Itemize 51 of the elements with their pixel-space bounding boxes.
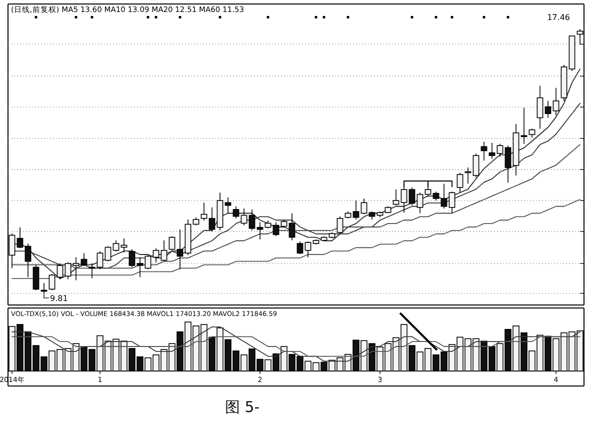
candlestick	[296, 241, 304, 255]
candlestick	[96, 250, 104, 270]
candlestick	[360, 198, 368, 215]
candlestick	[304, 241, 312, 258]
candlestick	[472, 153, 480, 178]
candlestick	[352, 200, 360, 220]
candlestick	[488, 142, 496, 160]
candlestick	[16, 226, 24, 249]
caption: 图 5-	[225, 398, 260, 416]
candlestick	[496, 143, 504, 157]
candlestick	[168, 236, 176, 251]
candlestick	[456, 172, 464, 194]
candlestick	[32, 264, 40, 291]
candlestick	[272, 222, 280, 237]
candlestick	[200, 202, 208, 221]
candlestick	[480, 141, 488, 162]
candlestick	[144, 254, 152, 270]
candlestick	[136, 256, 144, 278]
candlestick	[536, 85, 544, 130]
candlestick	[520, 107, 528, 144]
candlestick	[160, 240, 168, 262]
candlestick	[56, 263, 64, 280]
candlestick	[256, 222, 264, 240]
annotation: 17.46	[547, 13, 570, 22]
candlestick	[544, 100, 552, 118]
candlestick	[232, 206, 240, 219]
candlestick	[440, 183, 448, 209]
candlestick	[224, 197, 232, 214]
annotation: 9.81	[50, 294, 68, 303]
candlestick	[240, 208, 248, 226]
candlestick	[336, 216, 344, 234]
candlestick	[48, 274, 56, 291]
candlestick	[104, 246, 112, 262]
candlestick	[152, 248, 160, 263]
candlestick	[288, 212, 296, 241]
candlestick	[112, 240, 120, 252]
candlestick	[176, 229, 184, 270]
candlestick	[24, 243, 32, 278]
candlestick	[208, 207, 216, 232]
candlestick	[8, 233, 16, 269]
candlestick	[80, 252, 88, 267]
candlestick	[392, 189, 400, 206]
candlestick	[128, 248, 136, 268]
candlestick	[72, 256, 80, 281]
candlestick	[552, 87, 560, 116]
candlestick	[448, 191, 456, 214]
candlestick	[504, 145, 512, 184]
candlestick	[64, 262, 72, 280]
candlestick	[408, 187, 416, 206]
candlestick	[248, 209, 256, 231]
candlestick	[416, 192, 424, 214]
